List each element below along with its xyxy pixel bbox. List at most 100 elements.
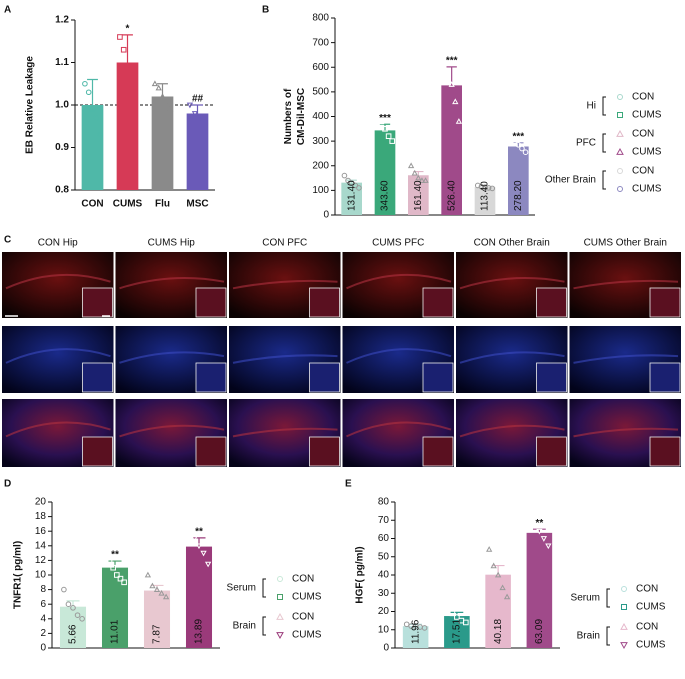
- y-tick-label: 100: [312, 185, 329, 196]
- y-tick-label: 18: [35, 511, 47, 522]
- bar: [101, 567, 129, 648]
- bar: [185, 546, 213, 648]
- y-tick-label: 20: [35, 497, 47, 508]
- data-point: [132, 85, 138, 91]
- y-axis-label: TNFR1( pg/ml): [13, 541, 24, 609]
- inset: [422, 436, 454, 467]
- y-tick-label: 800: [312, 13, 329, 24]
- data-point: [70, 605, 76, 611]
- y-tick-label: 0: [40, 643, 46, 654]
- data-point: [117, 575, 124, 582]
- y-tick-label: 12: [35, 555, 47, 566]
- legend-marker: [621, 586, 627, 592]
- y-tick-label: 1.0: [55, 100, 69, 111]
- data-point: [106, 557, 113, 564]
- legend-label: CON: [632, 166, 654, 177]
- error-bar: [87, 78, 98, 105]
- data-point: [403, 621, 410, 628]
- inset: [309, 362, 340, 393]
- tissue-edge: [346, 421, 452, 438]
- data-point: [114, 572, 120, 578]
- legend-marker: [617, 168, 623, 174]
- y-tick-label: 16: [35, 526, 47, 537]
- y-tick-label: 70: [378, 515, 390, 526]
- value-label: 63.09: [534, 619, 545, 644]
- legend-group: Other Brain: [545, 175, 596, 186]
- data-point: [162, 593, 170, 600]
- data-point: [163, 101, 170, 108]
- data-point: [474, 182, 481, 189]
- inset: [536, 436, 567, 467]
- bar: [526, 532, 553, 648]
- inset: [536, 362, 567, 393]
- legend-label: CON: [632, 129, 654, 140]
- legend-group: Brain: [577, 631, 600, 642]
- data-point: [82, 80, 88, 87]
- data-point: [97, 131, 103, 138]
- column-label: CUMS Hip: [148, 238, 196, 249]
- data-point: [385, 133, 392, 139]
- significance-label: ***: [379, 113, 391, 124]
- y-tick-label: 500: [312, 87, 329, 98]
- legend-group: PFC: [576, 138, 596, 149]
- legend-marker: [617, 94, 623, 100]
- data-point: [489, 185, 496, 192]
- data-point: [153, 586, 161, 592]
- legend-group: Hi: [587, 101, 596, 112]
- y-tick-label: 60: [378, 533, 390, 544]
- legend-label: CON: [636, 584, 658, 595]
- y-axis-label: CM-Dil-MSC: [296, 88, 307, 145]
- legend-bracket: [606, 588, 610, 608]
- legend-label: CON: [292, 574, 314, 585]
- bar: [116, 62, 139, 190]
- bar: [151, 96, 174, 190]
- inset: [195, 362, 227, 393]
- bar: [474, 187, 496, 215]
- column-label: CON Other Brain: [474, 238, 550, 249]
- value-label: 131.40: [346, 180, 357, 211]
- data-point: [449, 610, 456, 617]
- significance-label: ***: [512, 131, 524, 142]
- data-point: [85, 89, 92, 96]
- significance-label: **: [111, 550, 119, 561]
- legend-label: CUMS: [632, 147, 662, 158]
- bar: [408, 175, 429, 215]
- data-point: [448, 81, 455, 87]
- y-axis-label: EB Relative Leakage: [25, 56, 36, 154]
- x-tick-label: CUMS: [113, 199, 143, 210]
- value-label: 343.60: [380, 180, 391, 211]
- data-point: [407, 162, 415, 169]
- significance-label: ##: [192, 94, 204, 105]
- data-point: [452, 98, 459, 105]
- inset: [536, 287, 567, 318]
- panel-label: C: [4, 235, 11, 246]
- y-tick-label: 0: [383, 643, 389, 654]
- y-tick-label: 0: [323, 210, 329, 221]
- legend-marker: [617, 186, 623, 192]
- tissue-edge: [573, 354, 679, 364]
- data-point: [515, 142, 522, 148]
- error-bar: [122, 34, 133, 63]
- data-point: [110, 564, 116, 571]
- data-point: [65, 601, 72, 608]
- inset: [309, 287, 340, 318]
- column-label: CUMS Other Brain: [584, 238, 667, 249]
- data-point: [196, 115, 204, 122]
- y-tick-label: 20: [378, 606, 390, 617]
- inset: [195, 436, 227, 467]
- y-tick-label: 6: [40, 599, 46, 610]
- value-label: 5.66: [68, 624, 79, 644]
- x-tick-label: Flu: [155, 199, 170, 210]
- bar: [374, 130, 396, 215]
- inset: [82, 436, 113, 467]
- legend-marker: [277, 576, 283, 582]
- bar: [508, 146, 529, 215]
- bar: [143, 590, 171, 648]
- y-axis-label: HGF( pg/ml): [355, 546, 366, 603]
- data-point: [441, 34, 448, 41]
- data-point: [485, 185, 492, 191]
- data-point: [89, 106, 96, 113]
- x-tick-label: MSC: [186, 199, 208, 210]
- tissue-edge: [346, 348, 452, 364]
- tissue-edge: [232, 279, 338, 290]
